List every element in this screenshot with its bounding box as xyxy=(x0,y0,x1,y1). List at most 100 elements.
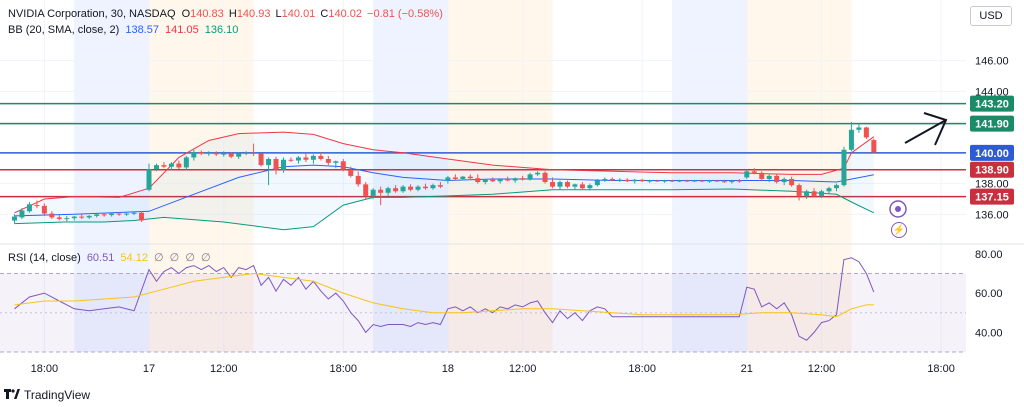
event-marker-dot xyxy=(895,206,901,212)
low-value: 140.01 xyxy=(281,8,316,20)
time-tick-label: 12:00 xyxy=(808,363,836,375)
candle-body xyxy=(94,214,100,216)
candle-body xyxy=(490,179,496,182)
candle-body xyxy=(26,204,32,212)
change-value: −0.81 (−0.58%) xyxy=(367,8,443,20)
level-badge-label: 137.15 xyxy=(975,192,1009,204)
candle-body xyxy=(594,180,600,186)
candle-body xyxy=(318,155,324,159)
candle-body xyxy=(348,169,354,176)
rsi-extra-value: ∅ xyxy=(185,252,195,264)
level-badge xyxy=(970,95,1014,112)
candle-body xyxy=(736,180,742,182)
premarket-shade xyxy=(373,0,448,352)
high-value: 140.93 xyxy=(236,8,271,20)
candle-body xyxy=(146,168,152,190)
time-tick-label: 18 xyxy=(442,363,454,375)
candle-body xyxy=(669,180,675,182)
rsi-pane xyxy=(0,257,966,353)
rsi-tick-label: 40.00 xyxy=(975,327,1003,339)
tradingview-logo: TradingView xyxy=(4,387,90,402)
bb-legend: BB (20, SMA, close, 2) 138.57 141.05 136… xyxy=(8,24,241,36)
candle-body xyxy=(871,140,877,153)
candle-body xyxy=(520,178,526,180)
candle-body xyxy=(370,189,376,196)
candle-body xyxy=(550,182,556,187)
flash-icon[interactable]: ⚡ xyxy=(891,222,907,238)
bb-basis-value: 138.57 xyxy=(125,24,159,36)
candle-body xyxy=(131,212,137,214)
candle-body xyxy=(191,152,197,158)
candle-body xyxy=(49,213,55,218)
candle-body xyxy=(497,178,503,182)
arrow-shaft xyxy=(904,119,947,144)
close-value: 140.02 xyxy=(328,8,362,20)
candle-body xyxy=(579,184,585,189)
candle-body xyxy=(505,178,511,181)
candle-body xyxy=(161,165,167,167)
bb-upper-line xyxy=(14,131,875,214)
low-label: L xyxy=(275,8,282,20)
candle-body xyxy=(856,127,862,130)
rsi-ma-value: 54.12 xyxy=(120,252,148,264)
candle-body xyxy=(751,171,757,173)
candle-body xyxy=(101,214,107,216)
open-label: O xyxy=(181,8,191,20)
candle-body xyxy=(228,153,234,157)
bb-upper-value: 141.05 xyxy=(165,24,199,36)
candle-body xyxy=(363,184,369,196)
candle-body xyxy=(41,205,47,214)
rsi-tick-label: 60.00 xyxy=(975,288,1003,300)
candle-body xyxy=(303,157,309,160)
candle-body xyxy=(804,191,810,196)
candle-body xyxy=(445,177,451,181)
rsi-value: 60.51 xyxy=(86,252,115,264)
candle-body xyxy=(744,171,750,178)
candle-body xyxy=(221,153,227,155)
candle-body xyxy=(422,186,428,189)
candle-body xyxy=(258,153,264,166)
bb-label: BB (20, SMA, close, 2) xyxy=(8,24,120,36)
candle-body xyxy=(213,152,219,155)
candle-body xyxy=(198,152,204,154)
candle-body xyxy=(183,157,189,168)
tradingview-wordmark: TradingView xyxy=(24,387,91,402)
currency-button[interactable]: USD xyxy=(970,6,1012,26)
candle-body xyxy=(602,178,608,181)
candle-body xyxy=(721,181,727,183)
candle-body xyxy=(542,172,548,183)
candle-body xyxy=(662,180,668,182)
candle-body xyxy=(19,210,25,218)
candle-body xyxy=(116,213,122,215)
candle-body xyxy=(609,178,615,181)
candle-body xyxy=(624,179,630,182)
candle-body xyxy=(71,216,77,219)
level-badge-label: 138.90 xyxy=(975,165,1009,177)
time-tick-label: 12:00 xyxy=(210,363,238,375)
candle-body xyxy=(273,158,279,170)
candle-body xyxy=(64,218,70,220)
time-tick-label: 21 xyxy=(741,363,753,375)
price-tick-label: 136.00 xyxy=(975,209,1009,221)
candle-body xyxy=(325,158,331,163)
candle-body xyxy=(124,213,130,215)
candle-body xyxy=(796,185,802,196)
rsi-extra-value: ∅ xyxy=(154,252,164,264)
level-badge-label: 141.90 xyxy=(975,119,1009,131)
candle-body xyxy=(833,185,839,189)
trend-arrow xyxy=(904,112,948,146)
candle-body xyxy=(759,172,765,179)
level-badge xyxy=(970,188,1014,205)
session-shading xyxy=(74,0,852,352)
candle-body xyxy=(86,215,92,218)
candle-body xyxy=(11,216,17,221)
candle-body xyxy=(378,189,384,193)
candle-body xyxy=(168,163,174,167)
candle-body xyxy=(512,178,518,181)
time-tick-label: 18:00 xyxy=(927,363,955,375)
rsi-tick-label: 80.00 xyxy=(975,249,1003,261)
candle-body xyxy=(139,212,145,221)
candle-body xyxy=(527,174,533,180)
candle-body xyxy=(826,188,832,192)
